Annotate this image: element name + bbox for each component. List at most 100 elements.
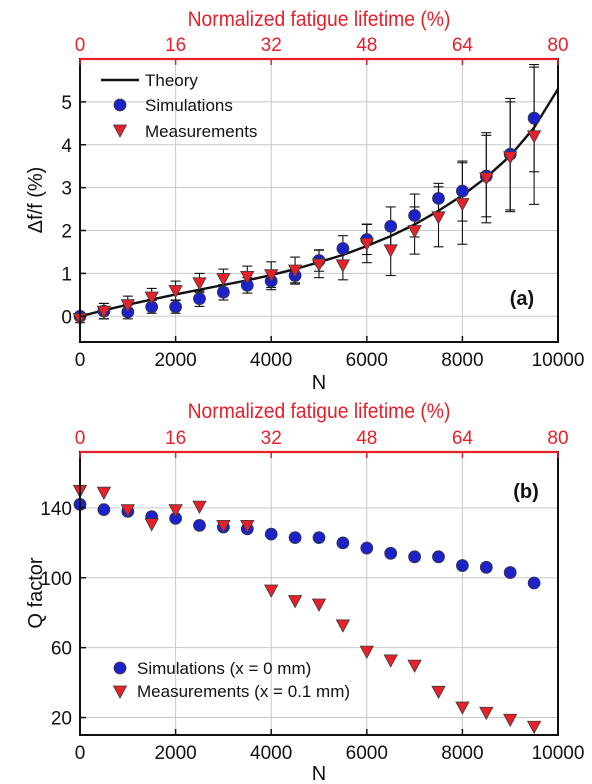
measurement-point xyxy=(144,518,159,532)
panel-a-legend: Theory Simulations Measurements xyxy=(101,71,257,141)
legend-simulations-x0-label: Simulations (x = 0 mm) xyxy=(137,659,311,678)
measurement-point xyxy=(120,299,135,313)
measurement-point xyxy=(407,225,422,239)
top-tick-label: 80 xyxy=(547,428,568,449)
x-tick-label: 4000 xyxy=(250,350,292,371)
measurement-point xyxy=(479,706,494,721)
simulation-point xyxy=(408,550,422,564)
y-tick-label: 4 xyxy=(61,136,72,157)
measurement-point xyxy=(383,654,398,668)
x-tick-label: 8000 xyxy=(441,350,483,371)
top-tick-label: 16 xyxy=(165,428,186,449)
measurement-point xyxy=(168,285,183,299)
simulation-point xyxy=(384,546,398,560)
measurement-point xyxy=(192,277,207,291)
simulation-point xyxy=(455,184,469,198)
legend-measurements-x01-marker xyxy=(112,685,128,699)
simulation-point xyxy=(384,219,398,233)
measurement-point xyxy=(144,291,159,305)
y-tick-label: 0 xyxy=(61,307,72,328)
panel-b-top-axis-title: Normalized fatigue lifetime (%) xyxy=(188,400,451,423)
y-tick-label: 60 xyxy=(51,639,72,660)
panel-b-x-axis-title: N xyxy=(312,763,326,784)
top-tick-label: 48 xyxy=(356,428,377,449)
panel-b: 0 2000 4000 6000 8000 10000 20 60 100 140 0 16 32 48 6… xyxy=(25,400,584,784)
legend-simulations-x0-marker xyxy=(113,661,127,675)
simulation-point xyxy=(360,541,374,555)
panel-a-ticks: 0 2000 4000 6000 8000 10000 0 1 2 3 4 5 0 16 32 48 64 80 xyxy=(61,35,584,371)
top-tick-label: 16 xyxy=(165,35,186,56)
simulation-point xyxy=(432,191,445,205)
measurement-point xyxy=(431,685,446,700)
simulation-point xyxy=(455,559,469,572)
panel-b-markers xyxy=(72,485,542,735)
x-tick-label: 4000 xyxy=(250,743,292,764)
top-tick-label: 32 xyxy=(261,428,282,449)
measurement-point xyxy=(455,701,470,715)
simulation-point xyxy=(193,292,206,306)
measurement-point xyxy=(192,500,207,514)
measurement-point xyxy=(287,595,303,609)
measurement-point xyxy=(240,519,255,534)
measurement-point xyxy=(359,237,374,252)
y-tick-label: 5 xyxy=(61,93,72,114)
panel-a-markers xyxy=(72,111,542,327)
simulation-point xyxy=(169,300,183,314)
measurement-point xyxy=(335,619,351,633)
measurement-point xyxy=(383,244,398,258)
measurement-point xyxy=(240,270,255,285)
y-tick-label: 100 xyxy=(40,569,72,590)
measurement-point xyxy=(168,504,183,518)
measurement-point xyxy=(479,172,494,186)
legend-measurements-x01-label: Measurements (x = 0.1 mm) xyxy=(137,682,350,701)
simulation-point xyxy=(193,518,206,532)
legend-simulations-label: Simulations xyxy=(145,96,233,115)
simulation-point xyxy=(97,503,111,517)
top-tick-label: 0 xyxy=(75,428,86,449)
legend-measurements-label: Measurements xyxy=(145,122,257,141)
y-tick-label: 140 xyxy=(40,499,72,520)
measurement-point xyxy=(264,584,279,598)
measurement-point xyxy=(431,211,446,225)
y-tick-label: 20 xyxy=(51,709,72,730)
simulation-point xyxy=(336,536,350,550)
top-tick-label: 0 xyxy=(75,35,86,56)
measurement-point xyxy=(526,130,542,144)
measurement-point xyxy=(120,504,135,518)
panel-a-x-axis-title: N xyxy=(312,372,326,394)
x-tick-label: 0 xyxy=(75,350,86,371)
top-tick-label: 32 xyxy=(261,35,282,56)
measurement-point xyxy=(503,151,518,165)
simulation-point xyxy=(312,531,326,544)
panel-b-label: (b) xyxy=(513,481,539,503)
x-tick-label: 0 xyxy=(75,743,86,764)
x-tick-label: 8000 xyxy=(441,743,483,764)
simulation-point xyxy=(336,242,350,255)
simulation-point xyxy=(479,560,493,574)
top-tick-label: 80 xyxy=(547,35,568,56)
measurement-point xyxy=(287,264,303,278)
simulation-point xyxy=(288,531,302,544)
measurement-point xyxy=(264,269,279,283)
top-tick-label: 48 xyxy=(356,35,377,56)
y-tick-label: 3 xyxy=(61,179,72,200)
measurement-point xyxy=(526,720,542,735)
measurement-point xyxy=(503,713,518,728)
x-tick-label: 2000 xyxy=(154,743,196,764)
simulation-point xyxy=(264,527,278,541)
panel-b-legend: Simulations (x = 0 mm) Measurements (x =… xyxy=(112,659,350,701)
measurement-point xyxy=(311,258,327,272)
top-tick-label: 64 xyxy=(452,428,474,449)
panel-a-y-axis-title: Δf/f (%) xyxy=(25,167,47,234)
simulation-point xyxy=(408,209,422,222)
simulation-point xyxy=(503,566,517,579)
measurement-point xyxy=(335,259,351,273)
measurement-point xyxy=(216,273,231,287)
measurement-point xyxy=(216,519,231,534)
y-tick-label: 1 xyxy=(61,264,72,285)
measurement-point xyxy=(96,305,112,319)
panel-b-ticks: 0 2000 4000 6000 8000 10000 20 60 100 140 0 16 32 48 6… xyxy=(40,428,584,764)
x-tick-label: 6000 xyxy=(346,743,388,764)
measurement-point xyxy=(311,598,327,612)
